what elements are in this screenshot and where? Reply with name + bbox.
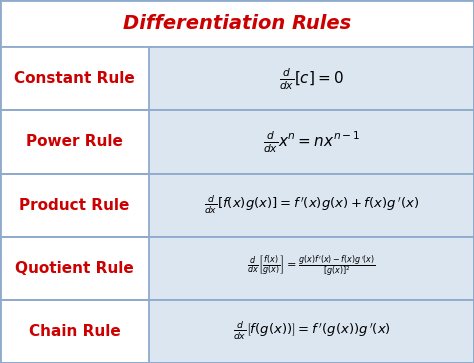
Text: Product Rule: Product Rule [19,197,130,213]
Bar [0,300,474,363]
Text: $\frac{d}{dx}[f(x)g(x)]=f\,'(x)g(x)+f(x)g\,'(x)$: $\frac{d}{dx}[f(x)g(x)]=f\,'(x)g(x)+f(x)… [204,194,419,216]
Bar [0,174,149,237]
Text: $\frac{d}{dx}[c]=0$: $\frac{d}{dx}[c]=0$ [279,66,344,91]
Bar [0,237,474,300]
Bar [0,110,474,174]
Text: Differentiation Rules: Differentiation Rules [123,14,351,33]
Bar [0,47,474,110]
Text: Constant Rule: Constant Rule [14,71,135,86]
Bar [0,110,149,174]
Bar [0,300,149,363]
Text: $\frac{d}{dx}\left[f(g(x))\right]=f\,'(g(x))g\,'(x)$: $\frac{d}{dx}\left[f(g(x))\right]=f\,'(g… [233,321,391,342]
Bar [0,174,474,237]
Text: Quotient Rule: Quotient Rule [15,261,134,276]
Bar [0,47,149,110]
Bar [0,237,149,300]
Text: Chain Rule: Chain Rule [29,324,120,339]
Text: $\frac{d}{dx}x^{n}=nx^{n-1}$: $\frac{d}{dx}x^{n}=nx^{n-1}$ [263,129,361,155]
Text: Power Rule: Power Rule [26,134,123,150]
Text: $\frac{d}{dx}\left[\frac{f(x)}{g(x)}\right]=\frac{g(x)f\,'(x)-f(x)g\,'(x)}{\left: $\frac{d}{dx}\left[\frac{f(x)}{g(x)}\rig… [247,254,376,279]
Bar [0,0,474,47]
